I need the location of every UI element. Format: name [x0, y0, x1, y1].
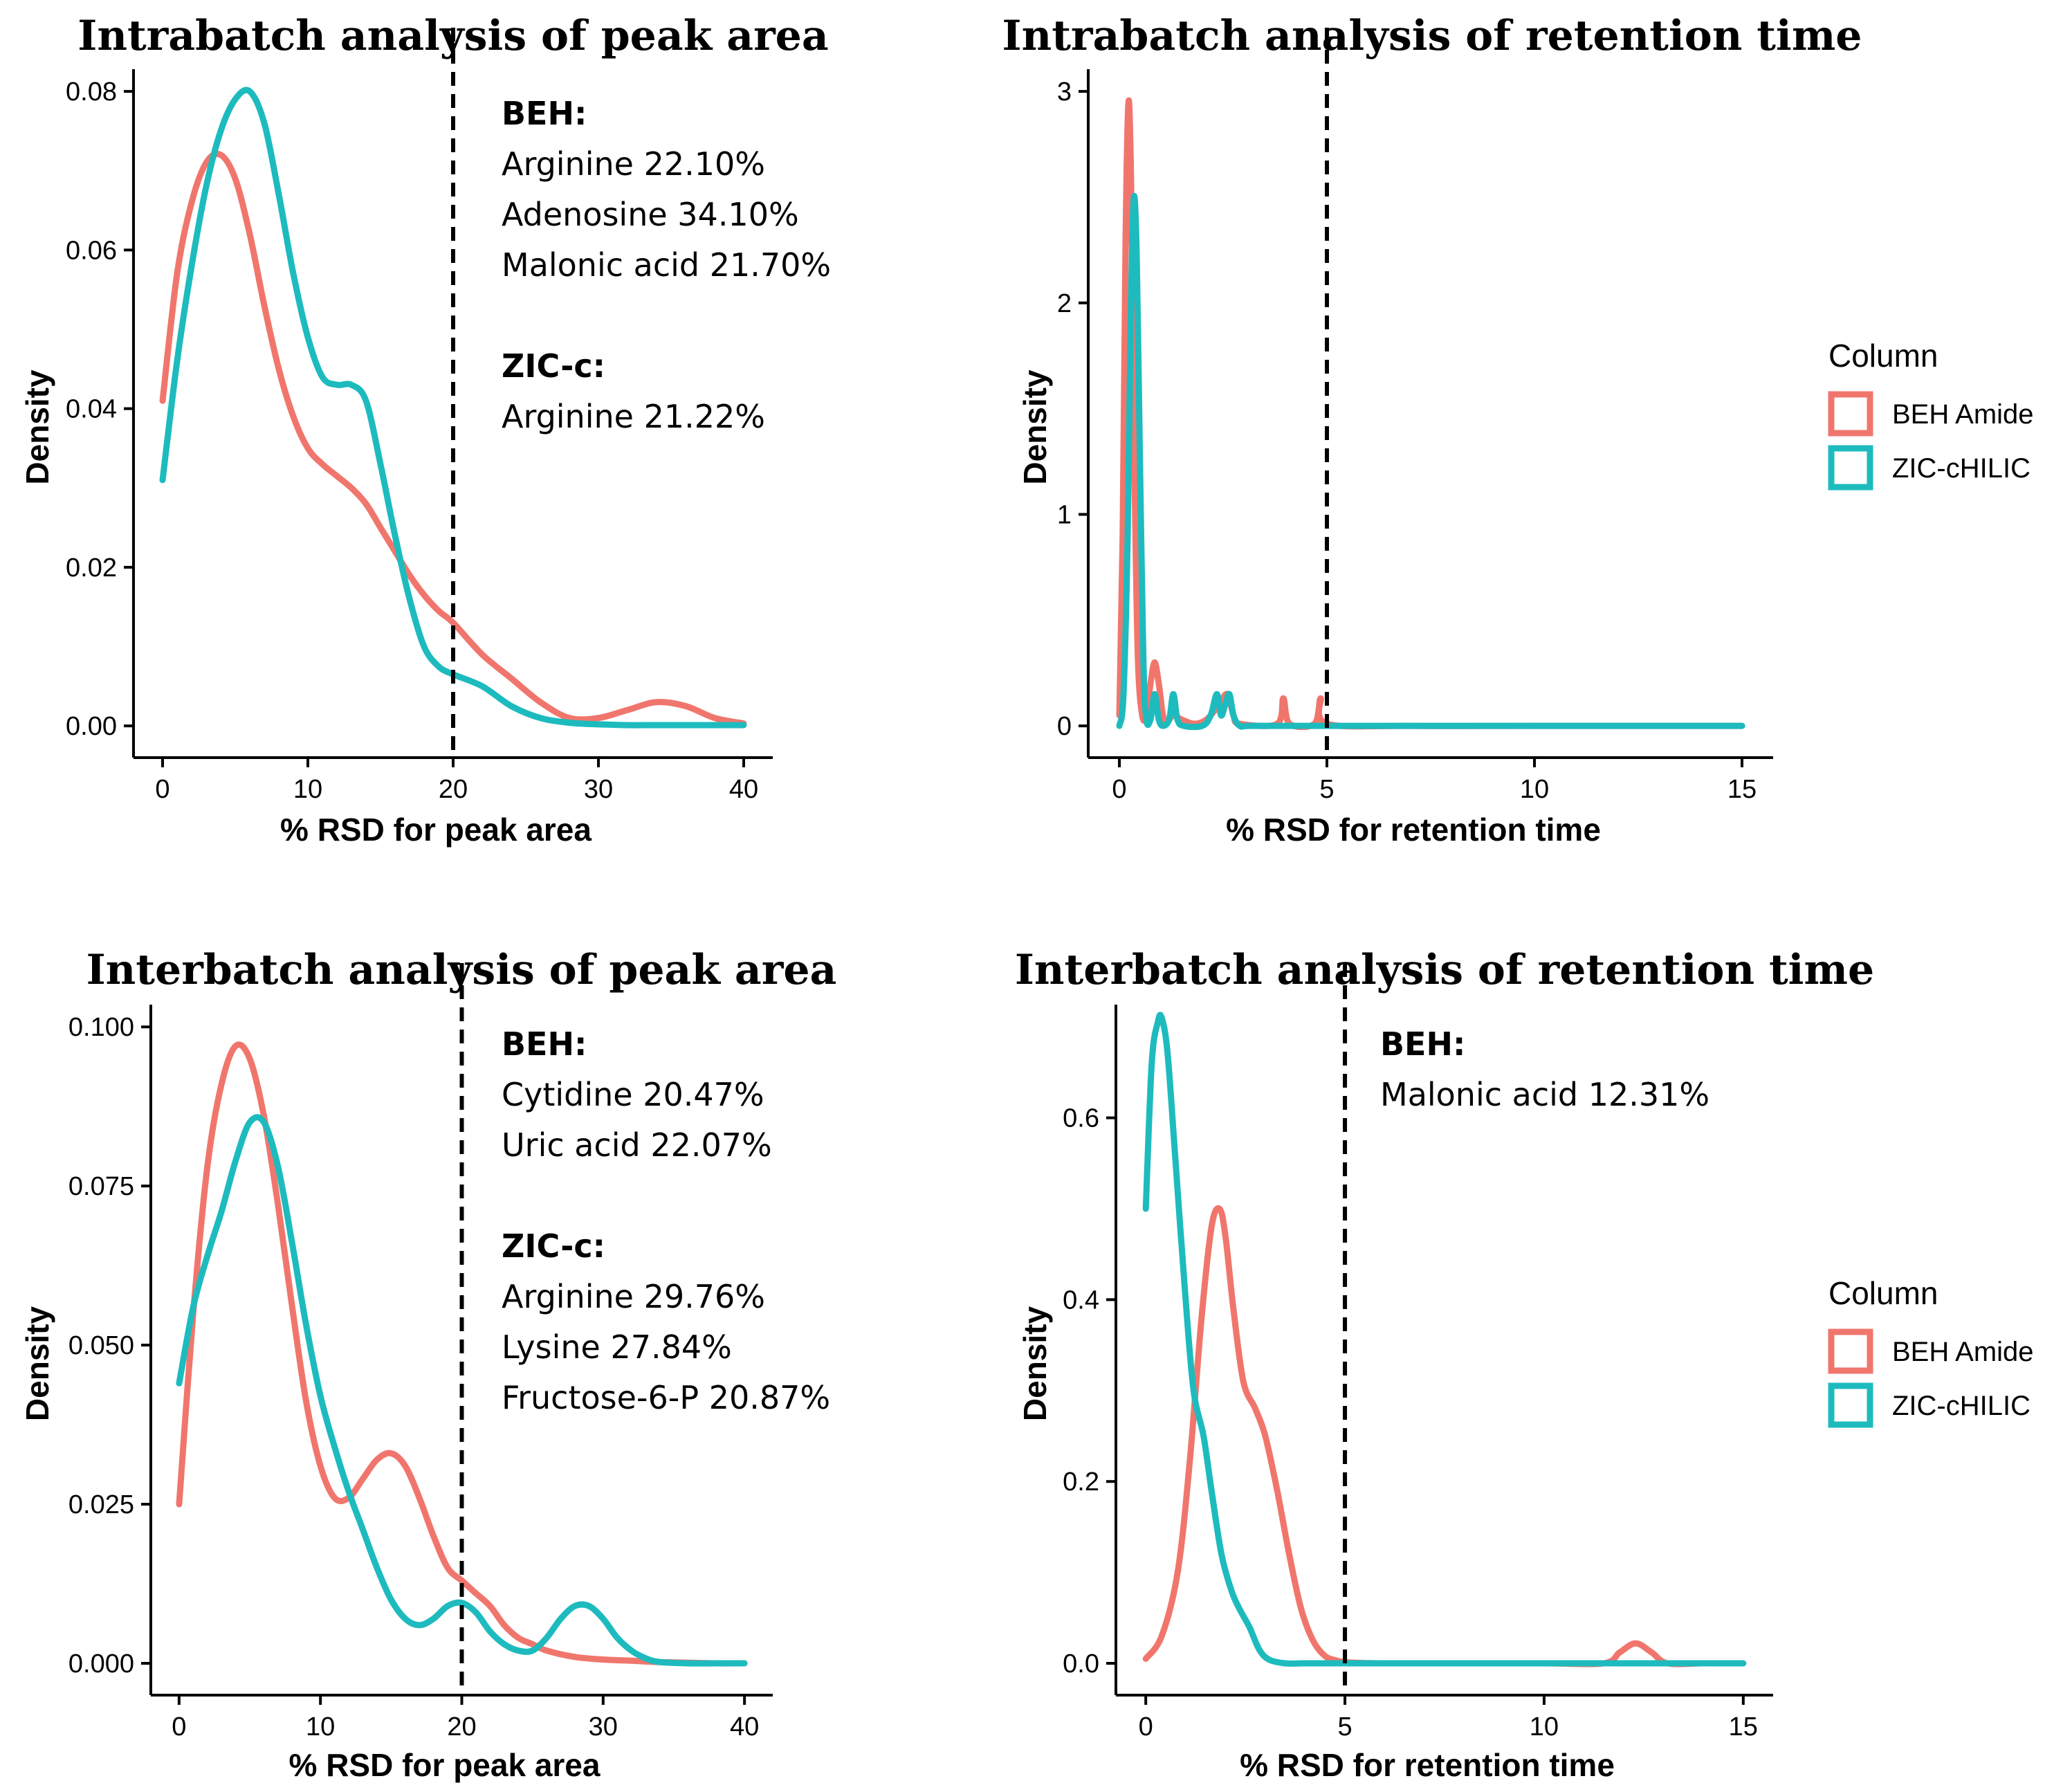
legend: Column BEH Amide ZIC-cHILIC — [1828, 338, 2034, 491]
series-line-zic-chilic — [1116, 192, 1745, 731]
legend-swatch — [1828, 1382, 1873, 1428]
legend-swatch — [1828, 1328, 1873, 1374]
y-tick-label: 1 — [1057, 500, 1072, 529]
x-tick-label: 10 — [1520, 775, 1549, 804]
x-tick-label: 10 — [306, 1712, 335, 1741]
x-axis-label: % RSD for retention time — [1240, 1747, 1615, 1783]
y-tick-label: 0.025 — [68, 1490, 134, 1519]
y-tick-label: 0.000 — [68, 1649, 134, 1679]
y-tick-label: 0.075 — [68, 1172, 134, 1201]
y-axis-label: Density — [19, 369, 55, 485]
annotation-line: BEH: — [1380, 1025, 1465, 1063]
legend: Column BEH Amide ZIC-cHILIC — [1828, 1275, 2034, 1428]
y-tick-label: 3 — [1057, 77, 1072, 107]
y-axis-label: Density — [19, 1306, 55, 1422]
y-tick-label: 0.0 — [1063, 1649, 1099, 1679]
y-tick-label: 0.02 — [66, 554, 117, 583]
y-tick-label: 0.2 — [1063, 1468, 1099, 1497]
y-tick-label: 0.100 — [68, 1013, 134, 1042]
legend-label: BEH Amide — [1892, 1337, 2034, 1367]
panel-intrabatch-retention-time: Intrabatch analysis of retention time 0 5 1… — [1002, 12, 2034, 848]
x-tick-label: 20 — [439, 775, 468, 804]
legend-title: Column — [1828, 1275, 1938, 1311]
legend-swatch — [1828, 445, 1873, 491]
annotation-line: Lysine 27.84% — [502, 1328, 732, 1366]
y-tick-label: 0.08 — [66, 77, 117, 107]
x-tick-label: 30 — [584, 775, 613, 804]
legend-label: ZIC-cHILIC — [1892, 453, 2030, 484]
x-tick-label: 40 — [729, 775, 758, 804]
annotation-line: Malonic acid 12.31% — [1380, 1076, 1709, 1113]
y-axis-label: Density — [1017, 369, 1053, 485]
legend-swatch — [1828, 391, 1873, 437]
y-tick-label: 0.06 — [66, 236, 117, 265]
x-tick-label: 15 — [1729, 1712, 1758, 1741]
annotation-line: Malonic acid 21.70% — [502, 246, 831, 284]
y-tick-label: 0.00 — [66, 712, 117, 741]
y-axis-label: Density — [1017, 1306, 1053, 1422]
annotation-line: Arginine 21.22% — [502, 398, 765, 435]
x-axis-label: % RSD for peak area — [289, 1747, 600, 1783]
annotation-line: Arginine 29.76% — [502, 1278, 765, 1315]
annotation-line: Fructose-6-P 20.87% — [502, 1379, 830, 1416]
series-line-beh-amide — [159, 150, 747, 727]
annotation-line: BEH: — [502, 95, 587, 132]
annotation-line: Uric acid 22.07% — [502, 1126, 772, 1164]
legend-title: Column — [1828, 338, 1938, 374]
series-line-zic-chilic — [176, 1114, 748, 1667]
legend-label: ZIC-cHILIC — [1892, 1391, 2030, 1421]
series-line-beh-amide — [176, 1041, 748, 1667]
y-tick-label: 0.6 — [1063, 1104, 1099, 1133]
x-tick-label: 10 — [1530, 1712, 1559, 1741]
series-line-beh-amide — [1142, 1205, 1747, 1667]
x-tick-label: 0 — [172, 1712, 186, 1741]
annotation-line: BEH: — [502, 1025, 587, 1063]
series-line-zic-chilic — [1142, 1012, 1747, 1667]
chart-title: Interbatch analysis of retention time — [1015, 946, 1874, 994]
y-tick-label: 0.04 — [66, 395, 117, 424]
x-tick-label: 40 — [730, 1712, 759, 1741]
x-tick-label: 20 — [447, 1712, 476, 1741]
x-tick-label: 5 — [1319, 775, 1334, 804]
annotation-line: Arginine 22.10% — [502, 145, 765, 183]
x-axis-label: % RSD for peak area — [280, 812, 592, 848]
x-tick-label: 10 — [293, 775, 322, 804]
x-tick-label: 15 — [1727, 775, 1757, 804]
x-tick-label: 0 — [1139, 1712, 1153, 1741]
annotation-line: Cytidine 20.47% — [502, 1076, 764, 1113]
series-line-zic-chilic — [159, 86, 747, 729]
annotation-line: ZIC-c: — [502, 1227, 605, 1265]
y-tick-label: 0.4 — [1063, 1286, 1099, 1315]
x-axis-label: % RSD for retention time — [1226, 812, 1601, 848]
legend-label: BEH Amide — [1892, 399, 2034, 430]
x-tick-label: 0 — [155, 775, 169, 804]
y-tick-label: 0 — [1057, 712, 1072, 741]
x-tick-label: 0 — [1112, 775, 1126, 804]
annotation-line: ZIC-c: — [502, 347, 605, 385]
panel-interbatch-retention-time: Interbatch analysis of retention time 0 5 1… — [1015, 946, 2034, 1783]
chart-title: Intrabatch analysis of retention time — [1002, 12, 1862, 60]
x-tick-label: 5 — [1337, 1712, 1352, 1741]
annotation-line: Adenosine 34.10% — [502, 196, 799, 233]
x-tick-label: 30 — [589, 1712, 618, 1741]
series-line-beh-amide — [1116, 97, 1745, 731]
y-tick-label: 2 — [1057, 289, 1072, 318]
y-tick-label: 0.050 — [68, 1331, 134, 1360]
